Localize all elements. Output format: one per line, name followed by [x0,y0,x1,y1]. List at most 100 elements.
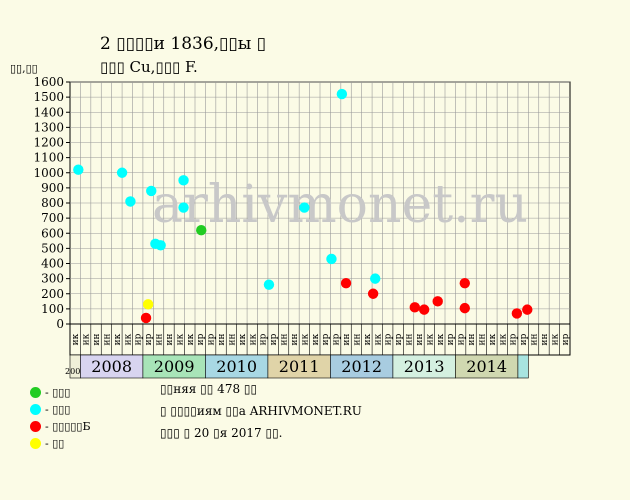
green-dot-icon [30,387,41,398]
month-label: ир [332,333,342,345]
data-point [178,202,189,213]
month-label: ир [394,333,404,345]
data-point [336,88,348,100]
y-tick-label: 100 [41,302,64,316]
month-label: ин [415,334,425,346]
month-label: ир [134,333,144,345]
yellow-dot-icon [30,438,41,449]
month-label: ик [248,333,258,345]
month-label: ин [102,334,112,346]
data-points [73,88,533,324]
month-label: ик [300,333,310,345]
y-tick-label: 1600 [33,75,64,89]
month-label: ик [71,333,81,345]
legend-label: - ▯▯▯ [45,403,71,416]
chart-title-line1: 2 ▯▯▯▯и 1836,▯▯ы ▯ [100,34,267,54]
legend-label: - ▯▯▯ [45,386,71,399]
data-point [140,312,152,324]
month-label: ик [82,333,92,345]
legend-item-yellow: - ▯▯ [30,435,91,452]
grid-lines [70,81,570,324]
month-label: ин [477,334,487,346]
data-point [116,167,128,178]
data-point [340,277,352,289]
month-label: ин [467,334,477,346]
data-point [178,175,189,186]
y-tick-label: 0 [56,317,64,331]
data-point [370,273,381,284]
y-tick-label: 300 [41,272,64,286]
data-point [125,196,136,207]
month-label: ик [488,333,498,345]
data-point [263,279,275,290]
y-tick-label: 600 [41,226,64,240]
note-source: ▯ ▯▯▯▯иям ▯▯а ARHIVMONET.RU [160,404,362,418]
month-label: ик [373,333,383,345]
note-average-price: ▯▯няя ▯▯ 478 ▯▯ [160,382,258,396]
month-label: ир [321,333,331,345]
data-point [459,277,470,289]
month-label: ир [509,333,519,345]
year-label: 2014 [466,357,507,376]
data-point [196,225,207,236]
legend-label: - ▯▯ [45,437,65,450]
month-label: ир [446,333,456,345]
y-tick-label: 1400 [33,105,64,119]
month-label: ир [259,333,269,345]
month-label: ин [290,334,300,346]
month-label: ик [238,333,248,345]
month-label: ир [144,333,154,345]
data-point [459,302,470,314]
year-label: 2008 [91,357,132,376]
month-label: ир [519,333,529,345]
month-label: ин [405,334,415,346]
year-label: 2007 [65,367,85,376]
year-label: 2011 [279,357,320,376]
y-tick-label: 500 [41,241,64,255]
y-tick-label: 900 [41,181,64,195]
y-axis-label: ▯▯,▯▯ [10,62,38,75]
data-point [142,299,154,310]
month-label: ир [561,333,571,345]
year-label: 2013 [404,357,445,376]
note-date: ▯▯▯ ▯ 20 ▯я 2017 ▯▯. [160,426,283,440]
data-point [522,304,533,315]
legend-item-cyan: - ▯▯▯ [30,401,91,418]
chart-title-line2: ▯▯▯ Cu,▯▯▯ F. [100,58,198,76]
month-label: ик [311,333,321,345]
y-tick-label: 1500 [33,90,64,104]
y-tick-label: 700 [41,211,64,225]
y-tick-label: 200 [41,287,64,301]
month-label: ик [436,333,446,345]
month-label: ир [196,333,206,345]
y-tick-label: 400 [41,257,64,271]
cyan-dot-icon [30,404,41,415]
year-label: 2012 [341,357,382,376]
legend-label: - ▯▯▯▯▯Б [45,420,91,433]
month-label: ин [155,334,165,346]
year-label: 2009 [154,357,195,376]
month-label: ин [227,334,237,346]
y-tick-label: 1000 [33,166,64,180]
data-point [326,253,337,265]
month-label: ик [175,333,185,345]
month-label: ин [352,334,362,346]
legend-item-green: - ▯▯▯ [30,384,91,401]
month-label: ир [457,333,467,345]
month-label: ин [92,334,102,346]
month-label: ир [384,333,394,345]
data-point [409,302,420,313]
month-label: ин [280,334,290,346]
month-label: ик [425,333,435,345]
data-point [155,240,166,251]
month-label: ин [165,334,175,346]
watermark: arhivmonet.ru [152,175,528,235]
legend-item-red: - ▯▯▯▯▯Б [30,418,91,435]
data-point [146,185,157,197]
month-label: ин [342,334,352,346]
data-point [432,296,443,307]
data-point [299,202,310,213]
month-label: ик [363,333,373,345]
